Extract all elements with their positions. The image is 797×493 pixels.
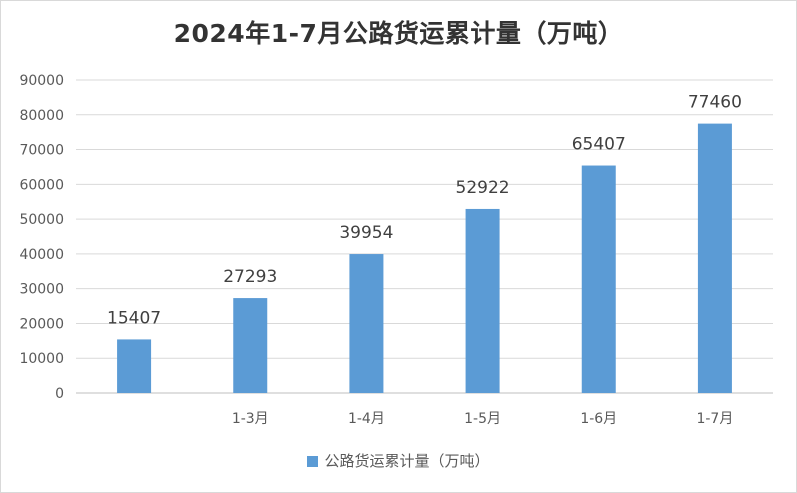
x-tick-label: 1-7月 — [696, 411, 733, 427]
y-tick-label: 20000 — [19, 316, 64, 332]
bar — [117, 339, 152, 393]
y-tick-label: 10000 — [19, 351, 64, 367]
data-label: 27293 — [223, 267, 277, 287]
x-tick-label: 1-6月 — [580, 411, 617, 427]
data-label: 52922 — [456, 178, 510, 198]
data-label: 77460 — [688, 93, 742, 113]
y-tick-label: 0 — [55, 386, 64, 402]
data-label: 39954 — [339, 223, 393, 243]
legend: 公路货运累计量（万吨） — [0, 450, 797, 471]
x-axis-ticks: 1-3月 1-4月 1-5月 1-6月 1-7月 — [232, 411, 734, 427]
bars — [117, 123, 732, 394]
y-tick-label: 30000 — [19, 282, 64, 298]
x-tick-label: 1-5月 — [464, 411, 501, 427]
chart-title: 2024年1-7月公路货运累计量（万吨） — [173, 19, 624, 48]
y-tick-label: 70000 — [19, 143, 64, 159]
data-label: 65407 — [572, 135, 626, 155]
y-tick-label: 80000 — [19, 108, 64, 124]
y-tick-label: 40000 — [19, 247, 64, 263]
data-label: 15407 — [107, 308, 161, 328]
legend-label: 公路货运累计量（万吨） — [324, 452, 490, 470]
bar — [465, 208, 500, 393]
legend-swatch — [307, 456, 319, 467]
y-axis-ticks: 0 10000 20000 30000 40000 50000 60000 70000 8000… — [19, 73, 64, 402]
data-labels: 15407 27293 39954 52922 65407 77460 — [107, 93, 742, 329]
x-tick-label: 1-4月 — [348, 411, 385, 427]
y-tick-label: 90000 — [19, 73, 64, 89]
bar — [581, 165, 616, 393]
bar — [349, 254, 384, 393]
bar — [697, 123, 732, 394]
y-tick-label: 50000 — [19, 212, 64, 228]
bar — [233, 298, 268, 393]
gridlines — [76, 79, 773, 394]
x-tick-label: 1-3月 — [232, 411, 269, 427]
y-tick-label: 60000 — [19, 177, 64, 193]
